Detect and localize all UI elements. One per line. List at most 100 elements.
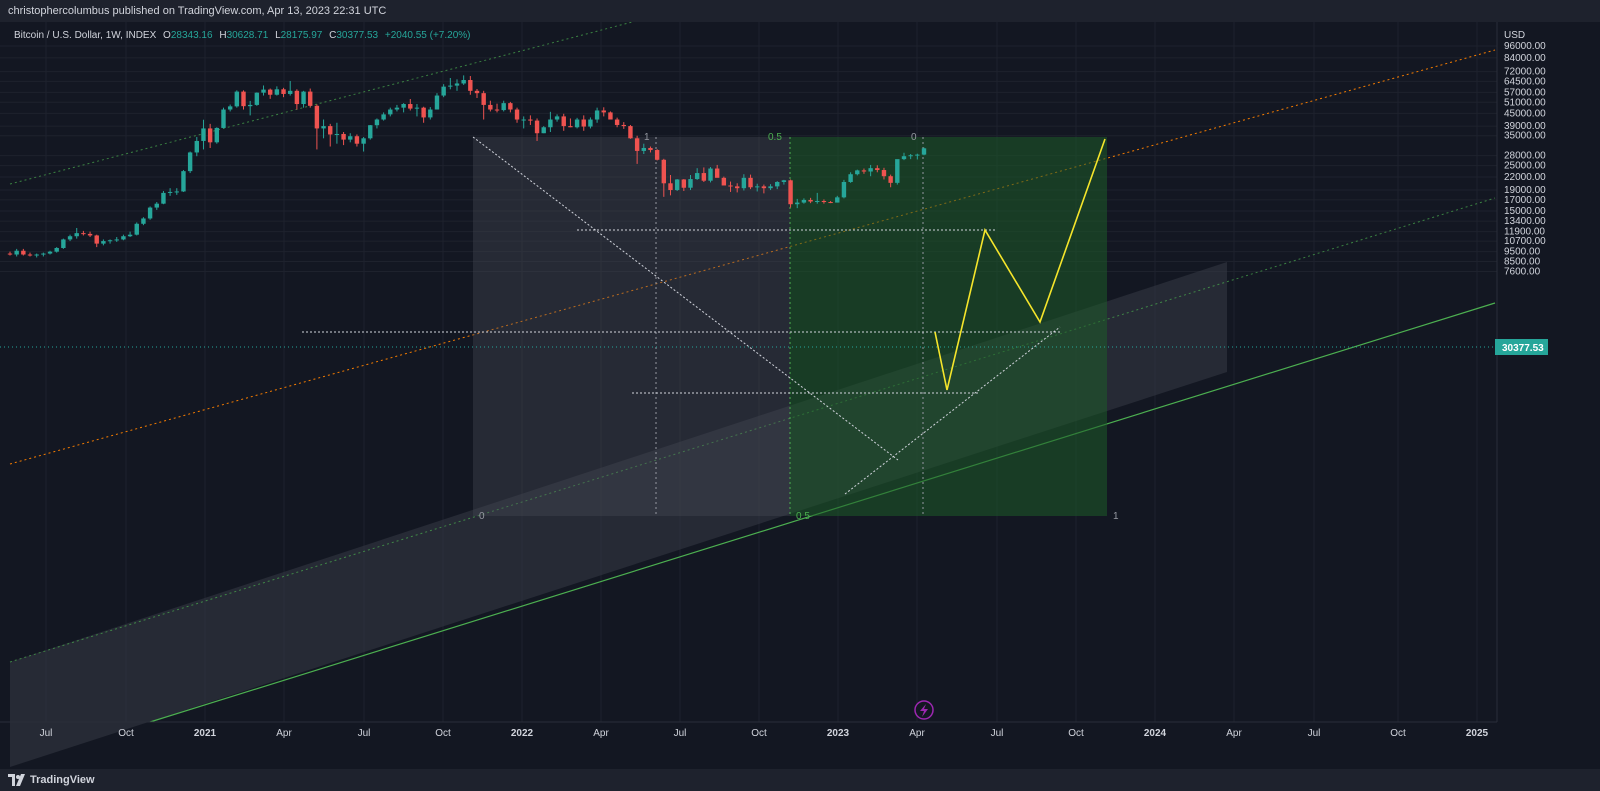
candle-body[interactable] bbox=[835, 197, 840, 203]
candle-body[interactable] bbox=[428, 109, 433, 118]
candle-body[interactable] bbox=[47, 251, 53, 254]
candle-body[interactable] bbox=[54, 247, 59, 252]
candle-body[interactable] bbox=[374, 119, 380, 126]
candle-body[interactable] bbox=[234, 91, 240, 107]
candle-body[interactable] bbox=[648, 147, 653, 151]
candle-body[interactable] bbox=[815, 200, 820, 202]
candle-body[interactable] bbox=[81, 233, 86, 235]
candle-body[interactable] bbox=[194, 140, 200, 153]
candle-body[interactable] bbox=[214, 127, 220, 143]
candle-body[interactable] bbox=[501, 103, 506, 111]
candle-body[interactable] bbox=[101, 241, 106, 244]
candle-body[interactable] bbox=[421, 107, 426, 118]
candle-body[interactable] bbox=[494, 109, 500, 111]
candle-body[interactable] bbox=[761, 186, 767, 189]
tradingview-logo[interactable]: TradingView bbox=[8, 769, 95, 791]
candle-body[interactable] bbox=[328, 126, 333, 135]
candle-body[interactable] bbox=[267, 89, 273, 95]
candle-body[interactable] bbox=[795, 202, 800, 205]
candle-body[interactable] bbox=[348, 136, 353, 140]
candle-body[interactable] bbox=[67, 236, 73, 240]
candle-body[interactable] bbox=[768, 186, 773, 189]
candle-body[interactable] bbox=[341, 133, 346, 140]
candle-body[interactable] bbox=[661, 159, 667, 184]
candle-body[interactable] bbox=[241, 91, 246, 107]
candle-body[interactable] bbox=[788, 180, 793, 205]
candle-body[interactable] bbox=[895, 159, 900, 183]
candle-body[interactable] bbox=[534, 120, 540, 134]
candle-body[interactable] bbox=[414, 107, 420, 109]
candle-body[interactable] bbox=[921, 148, 927, 155]
candle-body[interactable] bbox=[441, 86, 446, 96]
candle-body[interactable] bbox=[808, 199, 813, 202]
candle-body[interactable] bbox=[474, 90, 480, 94]
candle-body[interactable] bbox=[7, 253, 13, 255]
candle-body[interactable] bbox=[728, 185, 733, 187]
candle-body[interactable] bbox=[141, 218, 146, 224]
candle-body[interactable] bbox=[554, 116, 560, 120]
candle-body[interactable] bbox=[301, 91, 306, 105]
candle-body[interactable] bbox=[694, 173, 700, 180]
candle-body[interactable] bbox=[641, 147, 646, 151]
candle-body[interactable] bbox=[74, 233, 79, 237]
candle-body[interactable] bbox=[207, 128, 213, 143]
candle-body[interactable] bbox=[708, 168, 713, 181]
candle-body[interactable] bbox=[908, 155, 913, 157]
candle-body[interactable] bbox=[34, 254, 39, 256]
candle-body[interactable] bbox=[828, 202, 833, 204]
candle-body[interactable] bbox=[628, 126, 633, 139]
candle-body[interactable] bbox=[801, 199, 807, 203]
candle-body[interactable] bbox=[561, 116, 566, 127]
candle-body[interactable] bbox=[288, 90, 293, 94]
candle-body[interactable] bbox=[721, 177, 727, 186]
candle-body[interactable] bbox=[448, 85, 453, 87]
candle-body[interactable] bbox=[14, 250, 19, 255]
candle-body[interactable] bbox=[201, 128, 206, 141]
candle-body[interactable] bbox=[261, 89, 266, 93]
candle-body[interactable] bbox=[314, 105, 320, 129]
candle-body[interactable] bbox=[634, 138, 640, 151]
candle-body[interactable] bbox=[94, 235, 99, 244]
candle-body[interactable] bbox=[541, 127, 546, 134]
candle-body[interactable] bbox=[888, 176, 893, 183]
candle-body[interactable] bbox=[227, 106, 233, 110]
candle-body[interactable] bbox=[614, 119, 620, 125]
candle-body[interactable] bbox=[581, 119, 586, 127]
candle-body[interactable] bbox=[781, 180, 787, 182]
candle-body[interactable] bbox=[221, 109, 226, 128]
candle-body[interactable] bbox=[915, 154, 920, 156]
candle-body[interactable] bbox=[368, 125, 373, 139]
candle-body[interactable] bbox=[674, 179, 680, 191]
candle-body[interactable] bbox=[775, 181, 780, 187]
candle-body[interactable] bbox=[41, 253, 46, 255]
candle-body[interactable] bbox=[734, 186, 740, 189]
candle-body[interactable] bbox=[454, 83, 460, 86]
candle-body[interactable] bbox=[601, 110, 606, 113]
candle-body[interactable] bbox=[755, 186, 760, 188]
lightning-icon[interactable] bbox=[914, 700, 934, 720]
candle-body[interactable] bbox=[588, 119, 593, 127]
candle-body[interactable] bbox=[528, 119, 533, 121]
candle-body[interactable] bbox=[621, 124, 626, 127]
candle-body[interactable] bbox=[848, 174, 853, 182]
candle-body[interactable] bbox=[381, 114, 386, 120]
candle-body[interactable] bbox=[114, 239, 119, 241]
candle-body[interactable] bbox=[574, 119, 580, 128]
candle-body[interactable] bbox=[468, 80, 473, 91]
candle-body[interactable] bbox=[321, 126, 326, 129]
candle-body[interactable] bbox=[701, 173, 707, 181]
candle-body[interactable] bbox=[121, 236, 126, 240]
candle-body[interactable] bbox=[748, 177, 753, 188]
candle-body[interactable] bbox=[841, 181, 847, 198]
candle-body[interactable] bbox=[548, 119, 553, 128]
candle-body[interactable] bbox=[741, 177, 747, 189]
candle-body[interactable] bbox=[134, 223, 139, 235]
candle-body[interactable] bbox=[127, 234, 133, 237]
candle-body[interactable] bbox=[334, 133, 340, 135]
candle-body[interactable] bbox=[901, 156, 907, 160]
candle-body[interactable] bbox=[608, 112, 613, 120]
candle-body[interactable] bbox=[187, 152, 193, 172]
candle-body[interactable] bbox=[681, 179, 687, 188]
candle-body[interactable] bbox=[401, 104, 406, 108]
candle-body[interactable] bbox=[514, 109, 520, 120]
